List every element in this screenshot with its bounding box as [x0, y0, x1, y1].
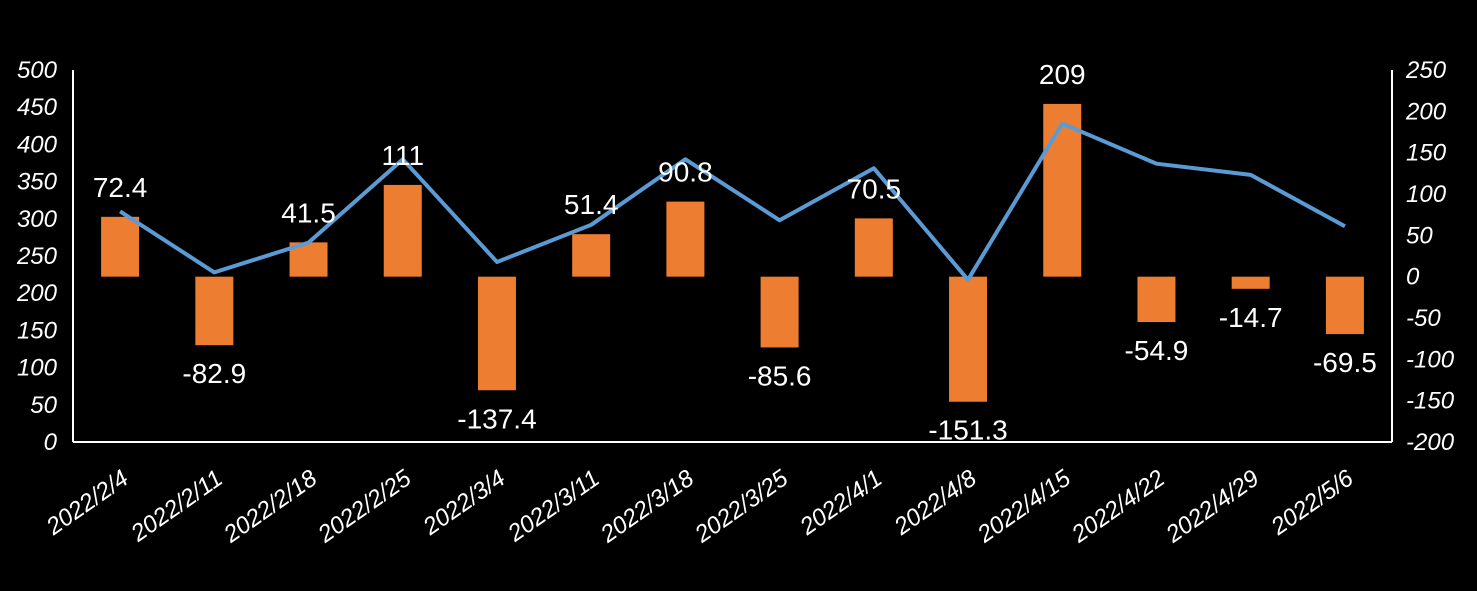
left-axis-tick-label: 0 — [44, 429, 58, 456]
bar-data-label: 90.8 — [658, 157, 713, 188]
x-axis-tick-label: 2022/4/29 — [1160, 465, 1264, 549]
left-axis-tick-label: 100 — [17, 355, 58, 382]
right-axis-tick-label: 0 — [1406, 264, 1420, 291]
left-axis-tick-label: 150 — [17, 317, 58, 344]
x-axis-tick-label: 2022/2/18 — [218, 464, 322, 548]
right-axis-tick-label: 150 — [1406, 140, 1447, 167]
bar — [854, 218, 893, 277]
x-axis-tick-label: 2022/2/4 — [41, 465, 134, 541]
x-axis-tick-label: 2022/4/1 — [794, 465, 887, 541]
bar-data-label: -69.5 — [1313, 347, 1377, 378]
x-axis-tick-label: 2022/3/11 — [502, 465, 604, 548]
x-axis-tick-label: 2022/3/18 — [595, 464, 699, 548]
left-axis-tick-label: 250 — [16, 243, 58, 270]
bar-data-label: -54.9 — [1125, 335, 1189, 366]
left-axis-tick-label: 500 — [17, 57, 58, 84]
x-axis-tick-label: 2022/4/15 — [972, 464, 1076, 548]
bar-data-label: -137.4 — [457, 403, 536, 434]
left-axis-tick-label: 50 — [30, 392, 57, 419]
right-axis-tick-label: 100 — [1406, 181, 1447, 208]
left-axis-tick-label: 450 — [17, 94, 58, 121]
x-axis-tick-label: 2022/3/4 — [418, 465, 511, 541]
bar-data-label: 72.4 — [93, 172, 148, 203]
bar-data-label: -82.9 — [182, 358, 246, 389]
bar-data-label: 209 — [1039, 59, 1086, 90]
bar — [1137, 276, 1176, 323]
right-axis-tick-label: 250 — [1405, 57, 1447, 84]
bar-data-label: 111 — [381, 140, 424, 171]
bar — [666, 201, 705, 277]
right-axis-tick-label: -50 — [1406, 305, 1441, 332]
right-axis-tick-label: -150 — [1406, 388, 1455, 415]
bar — [101, 216, 140, 277]
bar — [383, 184, 422, 277]
x-axis-tick-label: 2022/2/25 — [312, 464, 416, 548]
x-axis-tick-label: 2022/4/8 — [889, 464, 982, 541]
bar — [572, 234, 611, 277]
bar — [477, 276, 516, 391]
left-axis-tick-label: 400 — [17, 131, 58, 158]
bar — [1231, 276, 1270, 289]
right-axis-tick-label: 50 — [1406, 222, 1433, 249]
bar-data-label: 51.4 — [564, 189, 619, 220]
bar — [1325, 276, 1364, 335]
plot-area: 5004504003503002502001501005002502001501… — [16, 57, 1455, 549]
series-line — [119, 121, 1346, 282]
right-axis-tick-label: -200 — [1406, 429, 1455, 456]
bar-data-label: 41.5 — [281, 197, 336, 228]
bar-data-label: -151.3 — [928, 415, 1007, 446]
x-axis-tick-label: 2022/3/25 — [689, 464, 793, 548]
left-axis-tick-label: 200 — [16, 280, 58, 307]
bar-data-label: -85.6 — [748, 360, 812, 391]
right-axis-tick-label: 200 — [1405, 98, 1447, 125]
bar — [1043, 103, 1082, 277]
x-axis-tick-label: 2022/4/22 — [1066, 465, 1170, 549]
bar-data-label: -14.7 — [1219, 302, 1283, 333]
bar-data-label: 70.5 — [847, 173, 902, 204]
x-axis-tick-label: 2022/2/11 — [125, 465, 227, 548]
x-axis-tick-label: 2022/5/6 — [1266, 464, 1359, 541]
left-axis-tick-label: 350 — [17, 169, 58, 196]
left-axis-tick-label: 300 — [17, 206, 58, 233]
bar — [195, 276, 234, 346]
right-axis-tick-label: -100 — [1406, 346, 1455, 373]
bar — [949, 276, 988, 402]
bar — [760, 276, 799, 348]
